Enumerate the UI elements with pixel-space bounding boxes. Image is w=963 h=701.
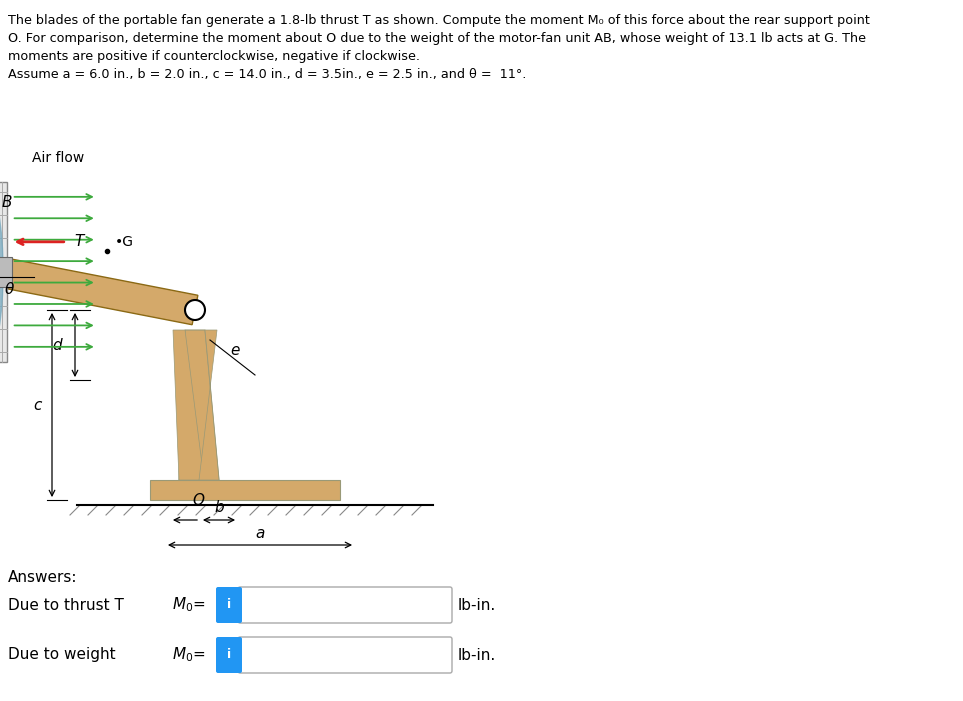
Polygon shape (150, 480, 340, 500)
Text: a: a (255, 526, 265, 540)
Text: c: c (33, 397, 41, 412)
Text: b: b (214, 501, 223, 515)
Text: d: d (52, 337, 62, 353)
Circle shape (185, 300, 205, 320)
Text: Assume a = 6.0 in., b = 2.0 in., c = 14.0 in., d = 3.5in., e = 2.5 in., and θ = : Assume a = 6.0 in., b = 2.0 in., c = 14.… (8, 68, 527, 81)
Text: $\theta$: $\theta$ (4, 281, 14, 297)
Ellipse shape (0, 191, 3, 353)
Text: e: e (230, 343, 240, 358)
Text: Air flow: Air flow (32, 151, 84, 165)
Text: •G: •G (115, 235, 134, 249)
Polygon shape (0, 182, 7, 362)
Text: B: B (2, 195, 13, 210)
Text: Due to weight: Due to weight (8, 648, 116, 662)
Text: lb-in.: lb-in. (458, 597, 496, 613)
Polygon shape (0, 257, 12, 287)
Text: $M_0$=: $M_0$= (172, 646, 205, 665)
Text: T: T (75, 234, 84, 250)
Text: lb-in.: lb-in. (458, 648, 496, 662)
Polygon shape (173, 330, 204, 480)
Polygon shape (199, 330, 219, 480)
Text: O: O (192, 493, 204, 508)
Text: O. For comparison, determine the moment about O due to the weight of the motor-f: O. For comparison, determine the moment … (8, 32, 866, 45)
Polygon shape (179, 330, 219, 480)
Polygon shape (0, 257, 197, 325)
Text: moments are positive if counterclockwise, negative if clockwise.: moments are positive if counterclockwise… (8, 50, 420, 63)
Text: Answers:: Answers: (8, 570, 77, 585)
FancyBboxPatch shape (238, 637, 452, 673)
Text: i: i (227, 599, 231, 611)
Text: $M_0$=: $M_0$= (172, 596, 205, 614)
FancyBboxPatch shape (238, 587, 452, 623)
Text: i: i (227, 648, 231, 662)
FancyBboxPatch shape (216, 587, 242, 623)
Text: The blades of the portable fan generate a 1.8-lb thrust T as shown. Compute the : The blades of the portable fan generate … (8, 14, 870, 27)
Text: Due to thrust T: Due to thrust T (8, 597, 124, 613)
FancyBboxPatch shape (216, 637, 242, 673)
